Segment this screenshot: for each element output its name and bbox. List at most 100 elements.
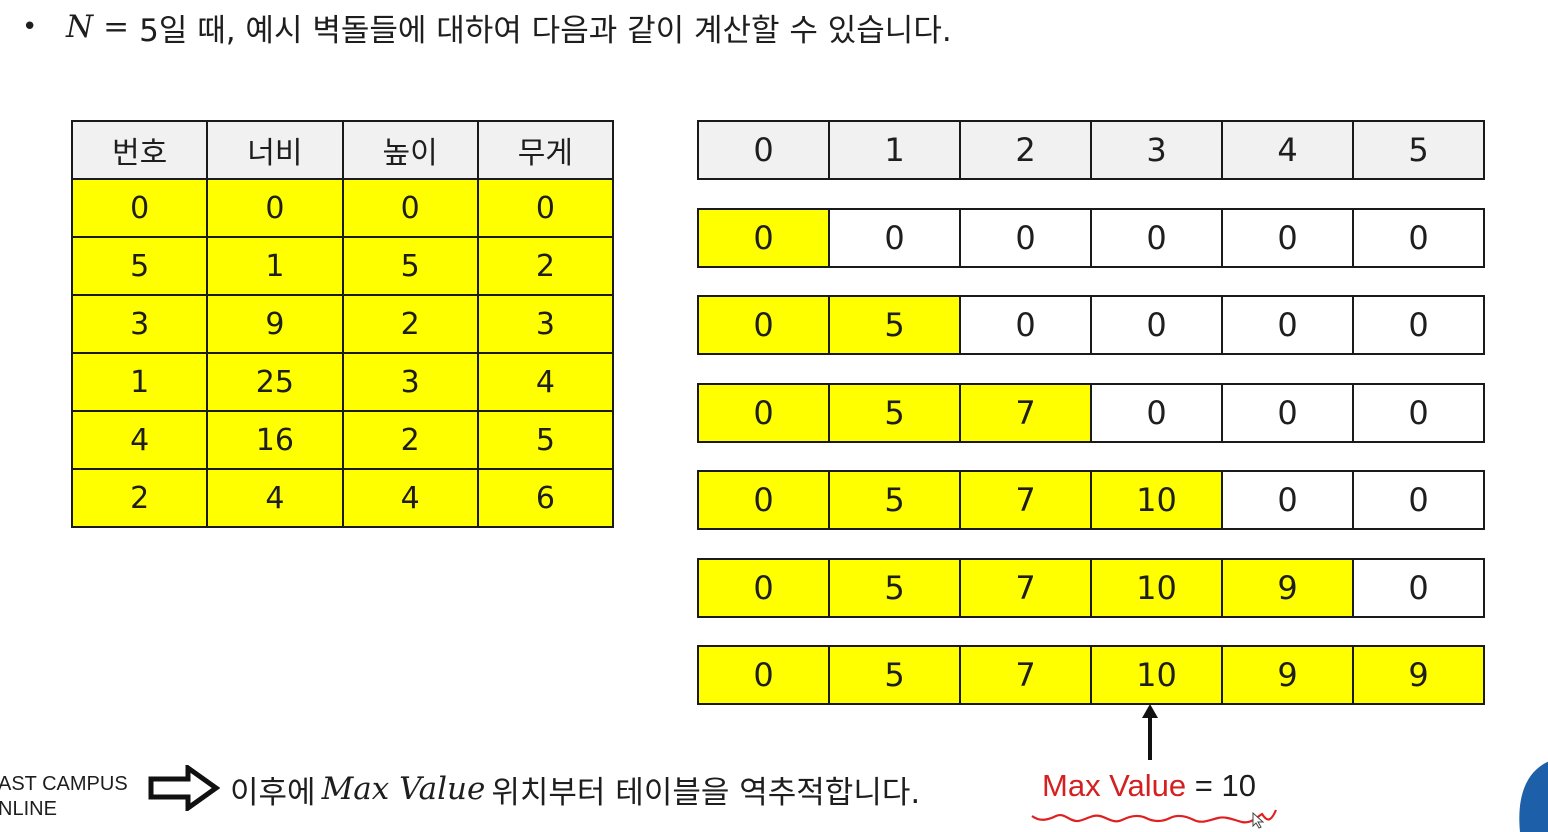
dp-cell: 0	[697, 383, 830, 443]
dp-cell: 0	[1221, 295, 1354, 355]
logo-line-1: AST CAMPUS	[0, 773, 128, 795]
number-cell: 0	[70, 178, 209, 238]
weight-cell: 4	[476, 352, 615, 412]
dp-cell: 7	[959, 383, 1092, 443]
logo-line-2: NLINE	[0, 798, 57, 820]
weight-cell: 5	[476, 410, 615, 470]
width-cell: 0	[206, 178, 344, 238]
dp-cell: 0	[1352, 383, 1485, 443]
dp-cell: 5	[828, 470, 961, 530]
dp-cell: 9	[1221, 645, 1354, 705]
dp-row: 0 5 7 10 9 9	[697, 645, 1485, 705]
red-underline-scribble	[1031, 809, 1278, 824]
dp-cell: 7	[959, 558, 1092, 618]
height-cell: 2	[341, 294, 479, 354]
dp-index-cell: 3	[1090, 120, 1223, 180]
fastcampus-logo: AST CAMPUS NLINE	[0, 772, 128, 822]
dp-cell: 0	[697, 470, 830, 530]
header-height: 높이	[341, 120, 479, 180]
weight-cell: 6	[476, 468, 615, 528]
footer-math: Max Value	[321, 771, 486, 807]
dp-cell: 10	[1090, 558, 1223, 618]
table-row: 1 25 3 4	[70, 352, 615, 412]
footer-text-before: 이후에	[230, 774, 316, 811]
number-cell: 2	[70, 468, 209, 528]
dp-index-cell: 5	[1352, 120, 1485, 180]
dp-index-header: 0 1 2 3 4 5	[697, 120, 1485, 180]
dp-cell: 0	[697, 558, 830, 618]
dp-cell: 0	[697, 208, 830, 268]
intro-line: • N = 5일 때, 예시 벽돌들에 대하여 다음과 같이 계산할 수 있습니…	[22, 4, 952, 50]
table-row: 4 16 2 5	[70, 410, 615, 470]
number-cell: 5	[70, 236, 209, 296]
width-cell: 9	[206, 294, 344, 354]
dp-index-cell: 4	[1221, 120, 1354, 180]
dp-cell: 0	[1221, 470, 1354, 530]
dp-cell: 0	[828, 208, 961, 268]
dp-cell: 0	[1352, 470, 1485, 530]
mouse-cursor-icon	[1252, 812, 1265, 829]
intro-text: 5일 때, 예시 벽돌들에 대하여 다음과 같이 계산할 수 있습니다.	[139, 12, 952, 49]
dp-cell: 5	[828, 558, 961, 618]
corner-logo-shape	[1519, 761, 1548, 832]
dp-cell: 0	[959, 295, 1092, 355]
weight-cell: 0	[476, 178, 615, 238]
height-cell: 4	[341, 468, 479, 528]
dp-cell: 10	[1090, 470, 1223, 530]
width-cell: 4	[206, 468, 344, 528]
dp-index-cell: 1	[828, 120, 961, 180]
height-cell: 0	[341, 178, 479, 238]
dp-cell: 7	[959, 645, 1092, 705]
width-cell: 1	[206, 236, 344, 296]
dp-cell: 0	[1352, 295, 1485, 355]
header-weight: 무게	[476, 120, 615, 180]
intro-equals: =	[103, 9, 130, 45]
dp-cell: 0	[697, 295, 830, 355]
weight-cell: 2	[476, 236, 615, 296]
bricks-table: 번호 너비 높이 무게 0 0 0 0 5 1 5 2 3 9 2 3 1 25 3 4 4 16 2 5 2 4 4 6	[70, 120, 615, 528]
footer-text-after: 위치부터 테이블을 역추적합니다.	[491, 774, 921, 811]
dp-cell: 0	[1090, 208, 1223, 268]
header-width: 너비	[206, 120, 344, 180]
width-cell: 25	[206, 352, 344, 412]
max-value-label: Max Value	[1042, 768, 1187, 803]
number-cell: 1	[70, 352, 209, 412]
number-cell: 3	[70, 294, 209, 354]
width-cell: 16	[206, 410, 344, 470]
dp-row: 0 5 7 10 0 0	[697, 470, 1485, 530]
dp-index-cell: 2	[959, 120, 1092, 180]
footer-text: 이후에 Max Value 위치부터 테이블을 역추적합니다.	[230, 764, 920, 814]
height-cell: 2	[341, 410, 479, 470]
intro-variable: N	[66, 9, 94, 45]
height-cell: 3	[341, 352, 479, 412]
bricks-table-header: 번호 너비 높이 무게	[70, 120, 615, 180]
dp-cell: 0	[1090, 295, 1223, 355]
number-cell: 4	[70, 410, 209, 470]
dp-cell: 5	[828, 383, 961, 443]
dp-row: 0 5 7 10 9 0	[697, 558, 1485, 618]
weight-cell: 3	[476, 294, 615, 354]
up-arrow-icon	[1142, 704, 1158, 760]
dp-cell: 0	[1221, 208, 1354, 268]
header-number: 번호	[70, 120, 209, 180]
dp-cell: 7	[959, 470, 1092, 530]
height-cell: 5	[341, 236, 479, 296]
right-arrow-icon	[148, 765, 220, 811]
max-value-amount: = 10	[1186, 768, 1256, 803]
dp-cell: 5	[828, 645, 961, 705]
bullet-point: •	[22, 12, 38, 42]
dp-cell: 9	[1352, 645, 1485, 705]
dp-cell: 10	[1090, 645, 1223, 705]
dp-cell: 0	[959, 208, 1092, 268]
dp-cell: 5	[828, 295, 961, 355]
dp-cell: 0	[1221, 383, 1354, 443]
dp-cell: 9	[1221, 558, 1354, 618]
max-value-note: Max Value = 10	[1042, 768, 1256, 804]
